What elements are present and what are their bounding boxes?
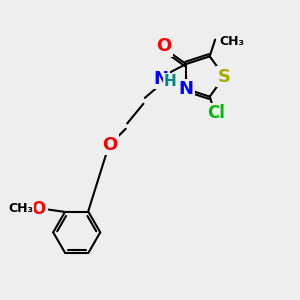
Text: S: S <box>218 68 231 85</box>
Text: CH₃: CH₃ <box>220 35 244 48</box>
Text: N: N <box>178 80 194 98</box>
Text: CH₃: CH₃ <box>8 202 34 215</box>
Text: Cl: Cl <box>207 104 225 122</box>
Text: N: N <box>154 70 169 88</box>
Text: O: O <box>31 200 45 218</box>
Text: O: O <box>156 38 172 56</box>
Text: O: O <box>102 136 117 154</box>
Text: H: H <box>164 74 177 89</box>
